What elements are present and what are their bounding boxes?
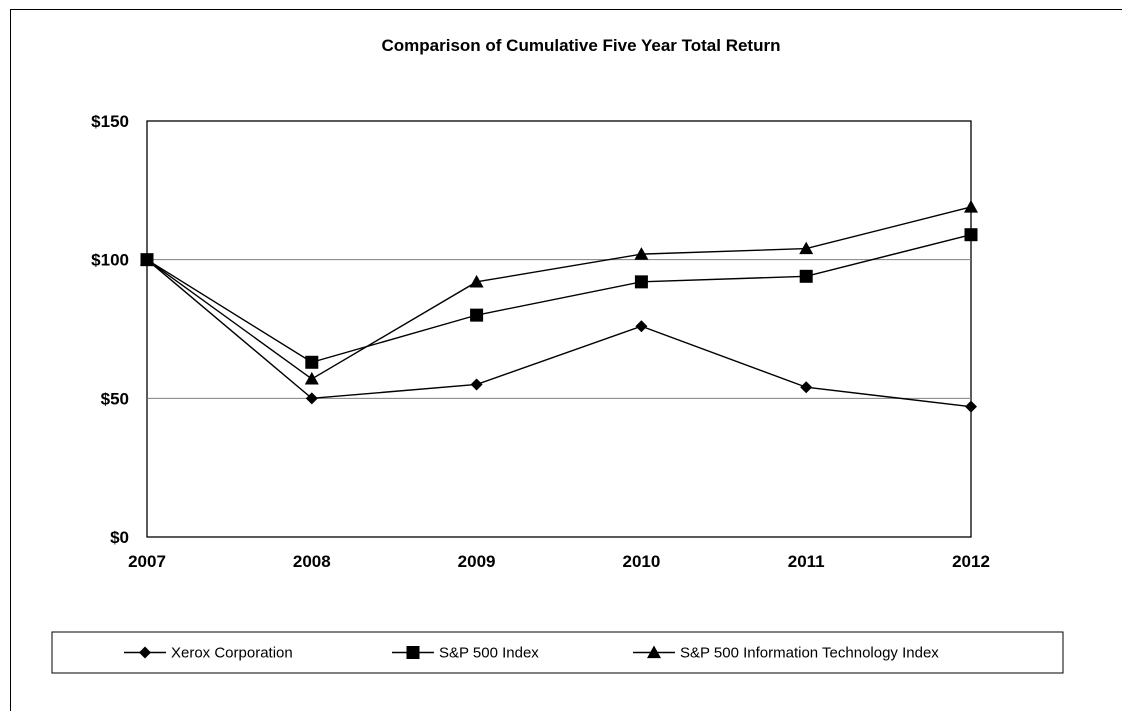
- series-1-point-5: [964, 228, 978, 242]
- x-tick-label-0: 2007: [128, 552, 166, 571]
- series-0-point-1: [305, 392, 318, 405]
- series-2-point-2: [469, 274, 484, 288]
- series-1-line: [146, 234, 972, 364]
- legend-label-0: Xerox Corporation: [171, 645, 293, 662]
- chart-frame: [10, 9, 1122, 711]
- x-tick-label-5: 2012: [952, 552, 990, 571]
- series-0-line: [146, 259, 972, 408]
- series-0-point-4: [800, 381, 813, 394]
- series-1-point-4: [799, 269, 813, 283]
- legend-label-2: S&P 500 Information Technology Index: [680, 645, 939, 662]
- series-2-line: [146, 206, 972, 380]
- y-tick-label-3: $150: [91, 112, 129, 131]
- legend-marker-1: [406, 646, 420, 659]
- x-tick-label-2: 2009: [458, 552, 496, 571]
- series-1-point-1: [305, 355, 319, 369]
- series-2-point-3: [634, 247, 649, 260]
- legend-marker-0: [139, 646, 151, 659]
- series-1-point-2: [470, 308, 484, 322]
- x-tick-label-3: 2010: [622, 552, 660, 571]
- legend-marker-2: [647, 645, 661, 659]
- series-2-point-4: [799, 241, 814, 255]
- y-tick-label-1: $50: [101, 389, 129, 408]
- plot-area: $0 $50 $100 $150 2007 2008 2009 2010 2011 2012: [91, 112, 990, 571]
- y-tick-label-2: $100: [91, 251, 129, 270]
- legend: Xerox Corporation S&P 500 Index S&P 500 In…: [51, 631, 1064, 674]
- series-0-point-2: [470, 378, 483, 391]
- legend-box: [51, 631, 1064, 674]
- legend-label-1: S&P 500 Index: [439, 645, 539, 662]
- y-tick-label-0: $0: [110, 528, 129, 547]
- series-2-point-0: [140, 252, 154, 266]
- series-0-point-5: [965, 400, 977, 413]
- series-2-point-5: [964, 199, 978, 213]
- plot-border: [146, 120, 972, 538]
- chart-title: Comparison of Cumulative Five Year Total…: [382, 36, 781, 55]
- series-1-point-3: [634, 275, 648, 289]
- series-0-point-3: [635, 320, 648, 333]
- x-tick-label-4: 2011: [788, 552, 825, 571]
- series-2-point-1: [304, 371, 319, 385]
- x-tick-label-1: 2008: [293, 552, 331, 571]
